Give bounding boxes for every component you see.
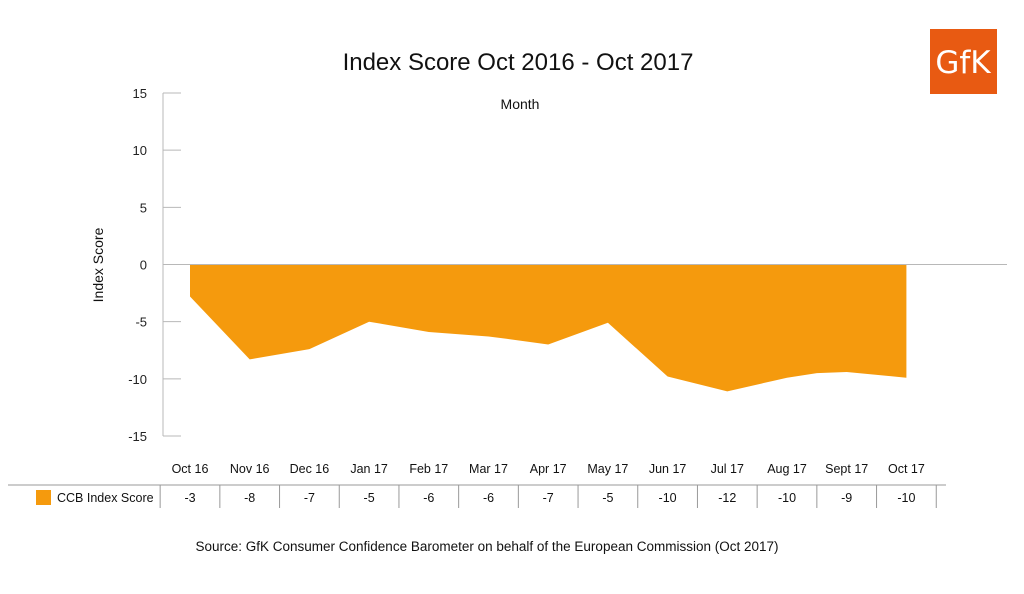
table-value: -12 <box>718 491 736 505</box>
category-label: Sept 17 <box>825 462 868 476</box>
plot-area: 15 10 5 0 -5 -10 -15 <box>128 86 1007 444</box>
table-cell-dividers <box>159 485 937 508</box>
logo-text: GfK <box>935 45 991 81</box>
category-label: May 17 <box>587 462 628 476</box>
legend-swatch <box>36 490 51 505</box>
table-value: -7 <box>543 491 554 505</box>
logo-background <box>930 29 997 94</box>
series-area <box>190 264 907 392</box>
table-value: -5 <box>364 491 375 505</box>
y-tick-label: 5 <box>140 200 147 215</box>
table-value: -8 <box>244 491 255 505</box>
legend-label: CCB Index Score <box>57 491 154 505</box>
category-label: Jul 17 <box>711 462 744 476</box>
category-label: Aug 17 <box>767 462 807 476</box>
table-value: -7 <box>304 491 315 505</box>
y-tick-label: 0 <box>140 258 147 273</box>
y-tick-label: -5 <box>135 315 147 330</box>
y-tick-label: -10 <box>128 372 147 387</box>
table-value: -10 <box>659 491 677 505</box>
y-tick-label: 10 <box>133 143 147 158</box>
category-label: Apr 17 <box>530 462 567 476</box>
category-label: Jan 17 <box>350 462 388 476</box>
source-note: Source: GfK Consumer Confidence Baromete… <box>195 539 778 554</box>
chart-subtitle: Month <box>501 96 540 112</box>
data-table: Oct 16 Nov 16 Dec 16 Jan 17 Feb 17 Mar 17 Apr … <box>8 462 946 508</box>
table-value: -10 <box>778 491 796 505</box>
y-tick-label: -15 <box>128 429 147 444</box>
category-label: Oct 17 <box>888 462 925 476</box>
category-label: Jun 17 <box>649 462 687 476</box>
category-label: Dec 16 <box>290 462 330 476</box>
area-layer <box>190 264 907 392</box>
gfk-logo: GfK <box>930 29 997 94</box>
table-value: -5 <box>602 491 613 505</box>
y-axis-label: Index Score <box>90 227 106 302</box>
table-values: -3 -8 -7 -5 -6 -6 -7 -5 -10 -12 -10 -9 -10 <box>184 491 915 505</box>
table-value: -6 <box>483 491 494 505</box>
table-value: -6 <box>423 491 434 505</box>
category-label: Nov 16 <box>230 462 270 476</box>
category-label: Mar 17 <box>469 462 508 476</box>
table-value: -3 <box>184 491 195 505</box>
table-value: -9 <box>841 491 852 505</box>
table-value: -10 <box>897 491 915 505</box>
category-label: Feb 17 <box>409 462 448 476</box>
y-tick-label: 15 <box>133 86 147 101</box>
chart-title: Index Score Oct 2016 - Oct 2017 <box>343 49 694 76</box>
category-labels: Oct 16 Nov 16 Dec 16 Jan 17 Feb 17 Mar 17 Apr … <box>172 462 925 476</box>
category-label: Oct 16 <box>172 462 209 476</box>
